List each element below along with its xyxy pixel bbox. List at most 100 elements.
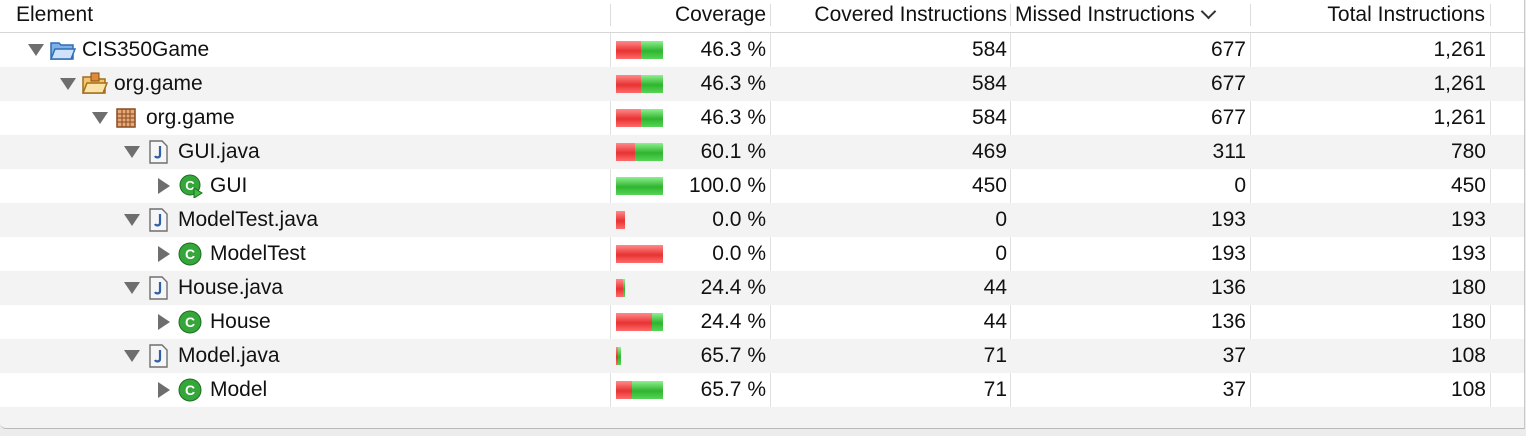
- missed-instructions-value: 37: [1222, 378, 1246, 401]
- coverage-bar-missed: [616, 245, 663, 263]
- coverage-bar: [616, 211, 625, 229]
- tree-row[interactable]: C Model 65.7 % 71 37 108: [0, 373, 1524, 407]
- covered-instructions-value: 44: [983, 310, 1007, 333]
- column-divider[interactable]: [610, 4, 611, 26]
- column-divider[interactable]: [1490, 4, 1491, 26]
- column-divider[interactable]: [770, 4, 771, 26]
- expand-toggle-expanded[interactable]: [28, 33, 44, 67]
- column-header-covered-instructions[interactable]: Covered Instructions: [814, 3, 1007, 26]
- triangle-down-icon: [92, 112, 108, 124]
- coverage-bar-missed: [616, 381, 632, 399]
- svg-text:C: C: [185, 382, 195, 398]
- total-instructions-value: 1,261: [1433, 106, 1486, 129]
- covered-instructions-value: 0: [995, 208, 1007, 231]
- coverage-bar: [616, 381, 663, 399]
- coverage-bar: [616, 313, 663, 331]
- element-name: Model.java: [178, 344, 280, 367]
- source-folder-icon: [81, 72, 109, 96]
- total-instructions-value: 108: [1450, 378, 1486, 401]
- sort-chevron-down-icon: [1200, 3, 1217, 20]
- coverage-bar-missed: [616, 211, 625, 229]
- column-header-total-instructions[interactable]: Total Instructions: [1327, 3, 1485, 26]
- coverage-bar-missed: [616, 279, 623, 297]
- covered-instructions-value: 0: [995, 242, 1007, 265]
- total-instructions-value: 180: [1450, 310, 1486, 333]
- expand-toggle-expanded[interactable]: [92, 101, 108, 135]
- tree-row[interactable]: CIS350Game 46.3 % 584 677 1,261: [0, 33, 1524, 67]
- coverage-value: 0.0 %: [712, 242, 766, 265]
- coverage-bar: [616, 177, 663, 195]
- triangle-down-icon: [28, 44, 44, 56]
- total-instructions-value: 1,261: [1433, 38, 1486, 61]
- expand-toggle-expanded[interactable]: [124, 339, 140, 373]
- java-class-runnable-icon: C: [178, 174, 204, 199]
- covered-instructions-value: 469: [971, 140, 1007, 163]
- column-header-element[interactable]: Element: [16, 3, 94, 26]
- coverage-value: 46.3 %: [700, 38, 766, 61]
- covered-instructions-value: 584: [971, 106, 1007, 129]
- tree-row[interactable]: C GUI 100.0 % 450 0 450: [0, 169, 1524, 203]
- expand-toggle-collapsed[interactable]: [156, 237, 172, 271]
- column-header-coverage[interactable]: Coverage: [674, 3, 766, 26]
- expand-toggle-expanded[interactable]: [124, 203, 140, 237]
- expand-toggle-expanded[interactable]: [124, 271, 140, 305]
- element-name: GUI: [210, 174, 248, 197]
- column-header-missed-instructions[interactable]: Missed Instructions: [1015, 0, 1245, 32]
- coverage-bar-missed: [616, 313, 652, 331]
- coverage-value: 0.0 %: [712, 208, 766, 231]
- missed-instructions-value: 677: [1210, 38, 1246, 61]
- missed-instructions-value: 136: [1210, 276, 1246, 299]
- total-instructions-value: 193: [1450, 242, 1486, 265]
- total-instructions-value: 193: [1450, 208, 1486, 231]
- coverage-bar-missed: [616, 143, 635, 161]
- element-name: Model: [210, 378, 268, 401]
- column-divider[interactable]: [1010, 4, 1011, 26]
- java-class-icon: C: [178, 378, 204, 402]
- expand-toggle-collapsed[interactable]: [156, 305, 172, 339]
- element-name: ModelTest.java: [178, 208, 319, 231]
- triangle-right-icon: [158, 314, 170, 330]
- covered-instructions-value: 584: [971, 72, 1007, 95]
- tree-row[interactable]: C House 24.4 % 44 136 180: [0, 305, 1524, 339]
- tree-row[interactable]: House.java 24.4 % 44 136 180: [0, 271, 1524, 305]
- coverage-bar: [616, 109, 663, 127]
- tree-row[interactable]: org.game 46.3 % 584 677 1,261: [0, 101, 1524, 135]
- element-name: ModelTest: [210, 242, 306, 265]
- tree-row[interactable]: GUI.java 60.1 % 469 311 780: [0, 135, 1524, 169]
- table-header: Element Coverage Covered Instructions Mi…: [0, 0, 1524, 33]
- missed-instructions-value: 37: [1222, 344, 1246, 367]
- coverage-bar-covered: [632, 381, 663, 399]
- triangle-down-icon: [124, 350, 140, 362]
- column-divider[interactable]: [1250, 4, 1251, 26]
- tree-row[interactable]: Model.java 65.7 % 71 37 108: [0, 339, 1524, 373]
- coverage-bar: [616, 347, 621, 365]
- expand-toggle-collapsed[interactable]: [156, 373, 172, 407]
- element-name: House.java: [178, 276, 284, 299]
- missed-instructions-value: 677: [1210, 106, 1246, 129]
- coverage-bar-covered: [616, 177, 663, 195]
- missed-instructions-value: 0: [1234, 174, 1246, 197]
- expand-toggle-expanded[interactable]: [60, 67, 76, 101]
- coverage-value: 24.4 %: [700, 276, 766, 299]
- java-file-icon: [146, 276, 172, 300]
- expand-toggle-expanded[interactable]: [124, 135, 140, 169]
- coverage-bar-covered: [618, 347, 621, 365]
- missed-instructions-value: 311: [1212, 140, 1246, 163]
- tree-row[interactable]: ModelTest.java 0.0 % 0 193 193: [0, 203, 1524, 237]
- expand-toggle-collapsed[interactable]: [156, 169, 172, 203]
- java-file-icon: [146, 208, 172, 232]
- total-instructions-value: 780: [1450, 140, 1486, 163]
- triangle-down-icon: [124, 146, 140, 158]
- tree-row[interactable]: C ModelTest 0.0 % 0 193 193: [0, 237, 1524, 271]
- coverage-tree: CIS350Game 46.3 % 584 677 1,261 org.game 46.3 …: [0, 33, 1524, 428]
- covered-instructions-value: 71: [983, 378, 1007, 401]
- java-file-icon: [146, 344, 172, 368]
- coverage-bar-missed: [616, 347, 618, 365]
- coverage-bar-covered: [641, 41, 663, 59]
- coverage-value: 46.3 %: [700, 106, 766, 129]
- missed-instructions-value: 193: [1210, 208, 1246, 231]
- tree-row[interactable]: org.game 46.3 % 584 677 1,261: [0, 67, 1524, 101]
- svg-text:C: C: [185, 178, 195, 193]
- covered-instructions-value: 71: [983, 344, 1007, 367]
